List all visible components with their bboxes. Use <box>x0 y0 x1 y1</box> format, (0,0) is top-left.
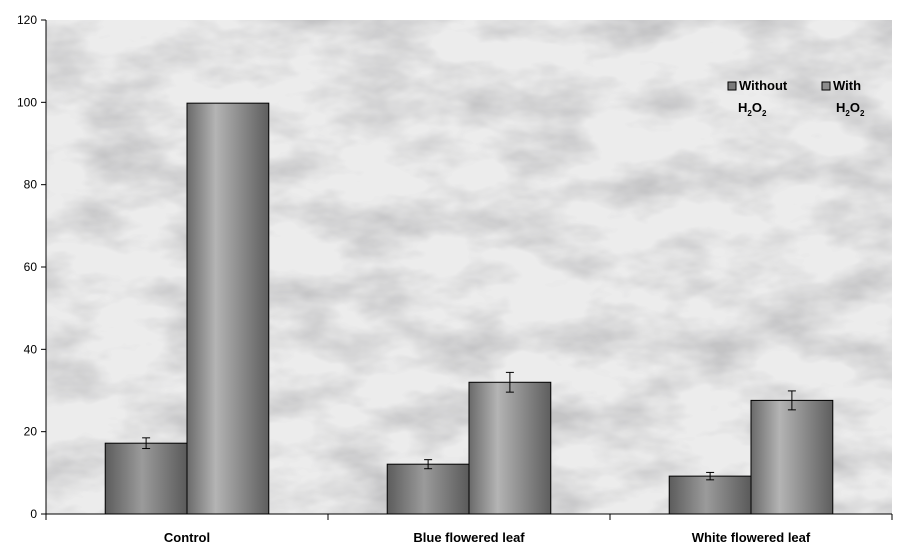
legend-subscript: 2 <box>747 109 752 118</box>
y-tick-label: 100 <box>17 95 37 109</box>
legend-formula-part: O <box>850 100 860 115</box>
legend-formula-part: O <box>752 100 762 115</box>
legend-label: With <box>833 78 861 93</box>
legend-subscript: 2 <box>845 109 850 118</box>
error-bar <box>505 371 514 393</box>
category-label: White flowered leaf <box>692 530 811 544</box>
bar-with-h2o2 <box>468 381 552 515</box>
category-label: Control <box>164 530 210 544</box>
bar-without-h2o2 <box>668 475 752 515</box>
legend-formula-part: H <box>738 100 747 115</box>
y-tick-label: 0 <box>30 507 37 521</box>
legend-formula-part: H <box>836 100 845 115</box>
error-bars <box>142 371 796 481</box>
legend-formula: H2O2 <box>738 100 767 118</box>
category-labels: Control Blue flowered leaf White flowered … <box>164 530 811 545</box>
legend-swatch <box>821 81 831 91</box>
legend-subscript: 2 <box>860 109 865 118</box>
bar-without-h2o2 <box>386 463 470 515</box>
error-bar <box>142 437 151 450</box>
error-bar <box>706 471 715 481</box>
legend-subscript: 2 <box>762 109 767 118</box>
error-bar <box>787 390 796 411</box>
legend-swatch <box>727 81 737 91</box>
bar-with-h2o2 <box>186 102 270 515</box>
legend-label: Without <box>739 78 788 93</box>
y-tick-label: 60 <box>24 260 38 274</box>
y-tick-label: 40 <box>24 342 38 356</box>
legend-formula: H2O2 <box>836 100 865 118</box>
y-axis: 0 20 40 60 80 100 120 <box>17 13 47 521</box>
x-axis <box>45 513 893 520</box>
error-bar <box>424 459 433 470</box>
category-label: Blue flowered leaf <box>413 530 525 544</box>
y-tick-label: 20 <box>24 425 38 439</box>
y-tick-label: 80 <box>24 178 38 192</box>
bar-without-h2o2 <box>104 442 188 515</box>
bar-with-h2o2 <box>750 399 834 515</box>
y-tick-label: 120 <box>17 13 37 27</box>
